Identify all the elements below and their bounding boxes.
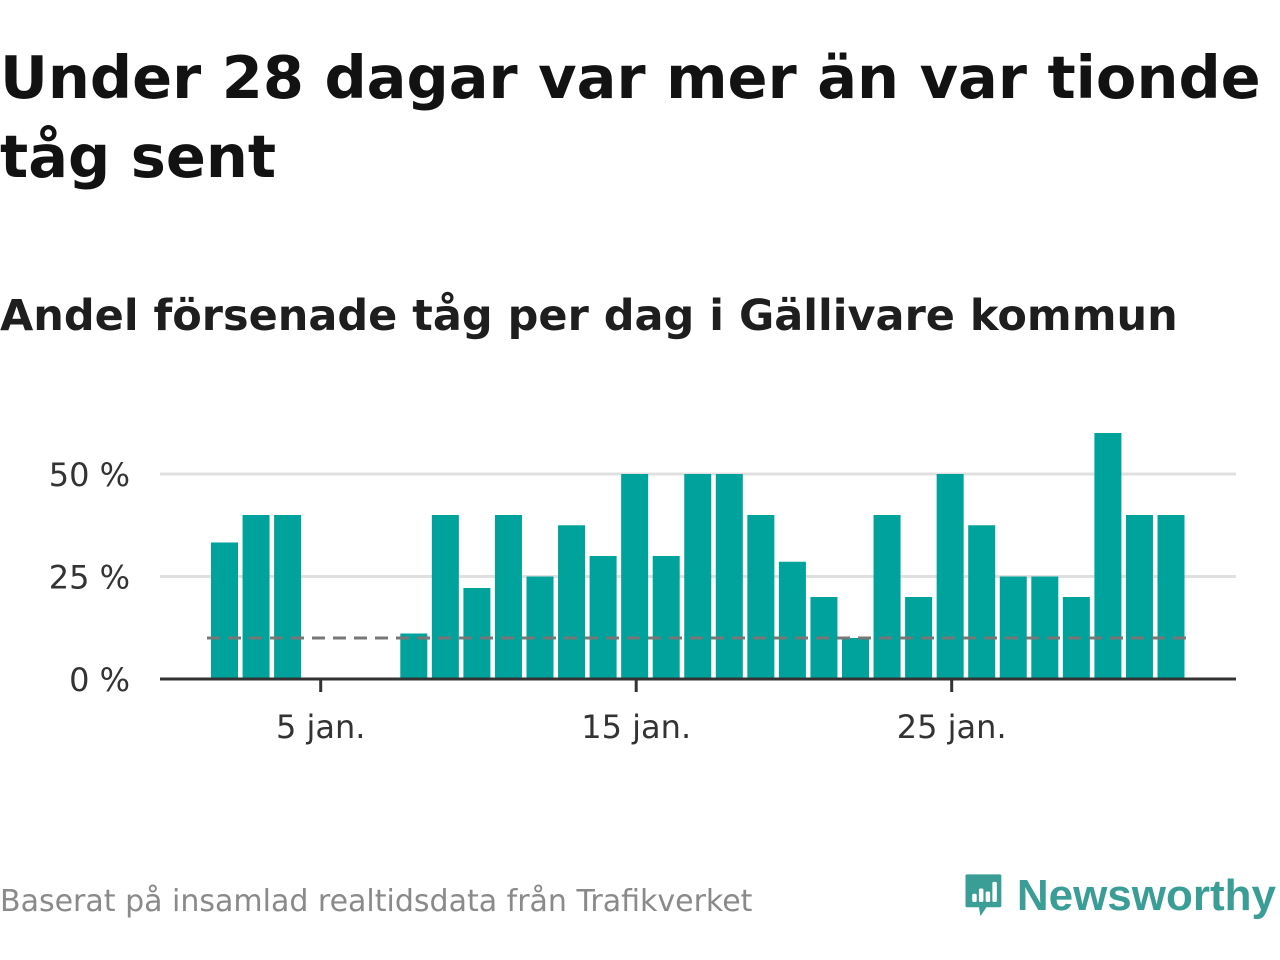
bar[interactable] (558, 525, 586, 679)
y-tick-label: 25 % (49, 559, 130, 597)
bar[interactable] (526, 576, 554, 680)
bar[interactable] (1157, 515, 1185, 679)
bar[interactable] (999, 576, 1027, 680)
bar[interactable] (684, 474, 712, 679)
bar[interactable] (715, 474, 743, 679)
bars (211, 433, 1185, 679)
bar[interactable] (968, 525, 996, 679)
y-tick-label: 50 % (49, 456, 130, 494)
bar[interactable] (1031, 576, 1059, 680)
bar[interactable] (242, 515, 270, 679)
brand-logo[interactable]: Newsworthy (964, 864, 1276, 928)
chart-subtitle: Andel försenade tåg per dag i Gällivare … (0, 291, 1178, 341)
bar[interactable] (1094, 433, 1122, 679)
bar[interactable] (274, 515, 302, 679)
bar[interactable] (842, 638, 869, 679)
x-axis-ticks: 5 jan. 15 jan. 25 jan. (276, 679, 1007, 746)
bar[interactable] (211, 542, 238, 679)
bar[interactable] (652, 556, 680, 679)
source-footer: Baserat på insamlad realtidsdata från Tr… (0, 884, 753, 919)
y-tick-label: 0 % (69, 661, 130, 699)
x-tick-label: 25 jan. (897, 708, 1007, 746)
y-axis-ticks: 0 % 25 % 50 % (49, 456, 130, 699)
bar[interactable] (431, 515, 459, 679)
bar[interactable] (400, 633, 428, 679)
bar[interactable] (873, 515, 901, 679)
bar[interactable] (589, 556, 617, 679)
bar[interactable] (463, 587, 491, 679)
chart-speech-bubble-icon (965, 874, 1002, 917)
bar-chart: 0 % 25 % 50 % 5 jan. 15 jan. 25 jan. (49, 433, 1236, 746)
bar[interactable] (778, 561, 806, 679)
chart-title: Under 28 dagar var mer än var tionde tåg… (0, 43, 1261, 191)
bar[interactable] (747, 515, 775, 679)
bar[interactable] (494, 515, 522, 679)
bar[interactable] (936, 474, 964, 679)
x-tick-label: 5 jan. (276, 708, 365, 746)
x-tick-label: 15 jan. (581, 708, 691, 746)
bar[interactable] (1125, 515, 1153, 679)
brand-name: Newsworthy (1016, 871, 1276, 920)
bar[interactable] (621, 474, 649, 679)
